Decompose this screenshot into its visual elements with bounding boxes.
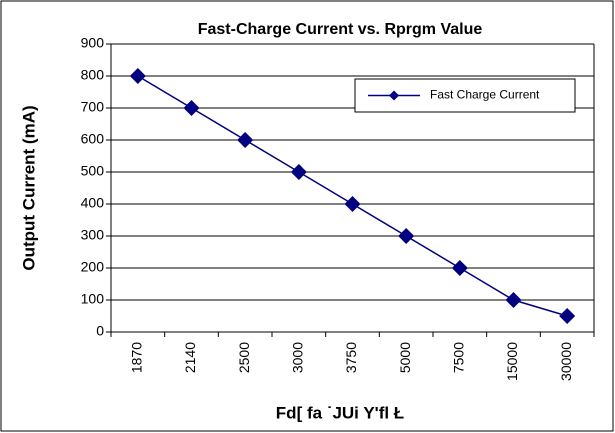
data-point xyxy=(344,196,361,212)
data-point xyxy=(129,68,146,84)
x-tick-label: 3750 xyxy=(343,342,359,373)
legend-marker xyxy=(389,90,399,101)
x-tick-label: 7500 xyxy=(451,342,467,373)
x-tick-label: 3000 xyxy=(290,342,306,373)
y-tick-label: 300 xyxy=(81,227,105,243)
y-tick-label: 400 xyxy=(81,195,105,211)
x-tick-label: 30000 xyxy=(558,342,574,381)
data-point xyxy=(290,164,307,180)
y-tick-label: 100 xyxy=(81,291,105,307)
y-tick-label: 800 xyxy=(81,67,105,83)
x-tick-label: 2140 xyxy=(182,342,198,373)
y-tick-label: 0 xyxy=(96,323,104,339)
data-point xyxy=(505,292,522,308)
y-tick-label: 900 xyxy=(81,35,105,51)
y-axis-label: Output Current (mA) xyxy=(19,105,38,270)
x-tick-label: 2500 xyxy=(236,342,252,373)
data-point xyxy=(183,100,200,116)
y-tick-label: 200 xyxy=(81,259,105,275)
y-tick-label: 600 xyxy=(81,131,105,147)
y-tick-label: 700 xyxy=(81,99,105,115)
y-tick-label: 500 xyxy=(81,163,105,179)
legend-label: Fast Charge Current xyxy=(430,88,540,102)
x-tick-label: 15000 xyxy=(504,342,520,381)
x-tick-label: 1870 xyxy=(129,342,145,373)
x-axis-label: Fd[ fa ˙JUi Y'fl Ł xyxy=(276,403,404,422)
chart-title: Fast-Charge Current vs. Rprgm Value xyxy=(198,21,483,38)
data-point xyxy=(237,132,254,148)
data-point xyxy=(398,228,415,244)
data-point xyxy=(559,308,576,324)
x-tick-label: 5000 xyxy=(397,342,413,373)
data-point xyxy=(451,260,468,276)
